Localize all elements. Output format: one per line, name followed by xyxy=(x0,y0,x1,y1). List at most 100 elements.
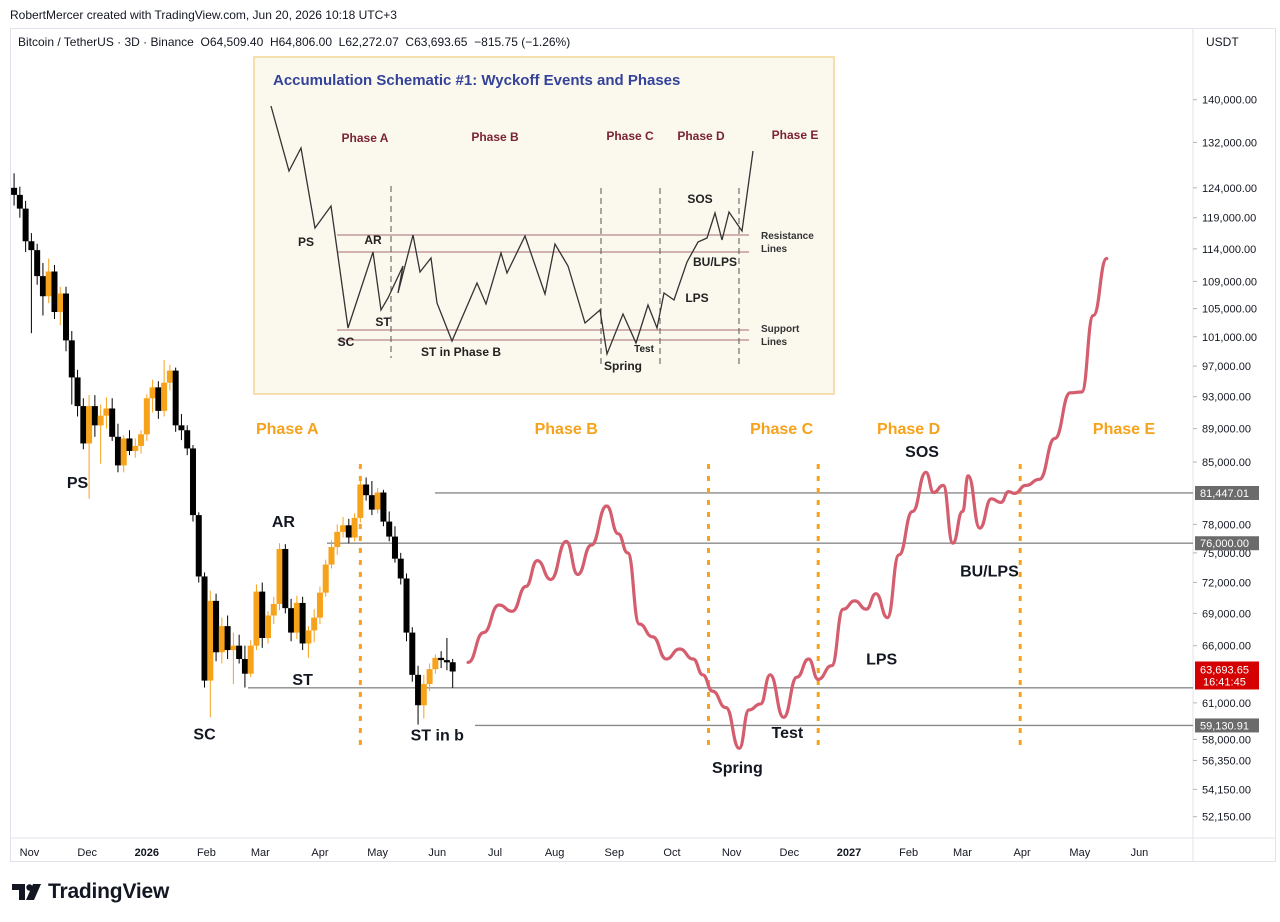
inset-event-label: ST in Phase B xyxy=(421,345,501,359)
inset-event-label: ST xyxy=(375,315,391,329)
candle-body xyxy=(45,271,52,297)
event-label: SOS xyxy=(905,444,939,461)
inset-schematic-svg: Phase A Phase B Phase C Phase D Phase E PS AR… xyxy=(270,105,818,373)
chart-credit: RobertMercer created with TradingView.co… xyxy=(10,8,397,22)
price-tick-label: 66,000.00 xyxy=(1202,641,1251,653)
candle-body xyxy=(368,495,375,510)
candle-body xyxy=(253,591,260,646)
candle-body xyxy=(270,603,277,616)
candle-body xyxy=(357,484,364,518)
candle-body xyxy=(403,578,410,633)
candle-body xyxy=(230,645,237,651)
candle-body xyxy=(224,626,231,651)
candle-body xyxy=(178,425,185,431)
level-badge-label: 76,000.00 xyxy=(1200,538,1249,550)
candle-body xyxy=(91,406,98,426)
inset-phase-label: Phase A xyxy=(342,131,389,145)
inset-resistance-label: Resistance xyxy=(761,231,814,242)
symbol-ohlc-legend: Bitcoin / TetherUS · 3D · Binance O64,50… xyxy=(18,35,571,49)
phase-label: Phase D xyxy=(877,421,940,438)
time-axis-label: Jul xyxy=(488,847,502,859)
price-tick-label: 89,000.00 xyxy=(1202,424,1251,436)
candle-body xyxy=(120,438,127,466)
time-axis-label: Mar xyxy=(953,847,972,859)
candle-body xyxy=(132,445,139,451)
currency-label[interactable]: USDT xyxy=(1206,35,1239,49)
candle-body xyxy=(351,517,358,538)
time-axis-label: 2027 xyxy=(837,847,861,859)
price-tick-label: 54,150.00 xyxy=(1202,784,1251,796)
candle-body xyxy=(276,548,283,604)
time-axis-label: Mar xyxy=(251,847,270,859)
candle-body xyxy=(207,600,214,681)
candle-body xyxy=(374,492,381,510)
time-axis-label: Apr xyxy=(1014,847,1031,859)
price-tick-label: 101,000.00 xyxy=(1202,332,1257,344)
level-badge-label: 59,130.91 xyxy=(1200,720,1249,732)
candle-body xyxy=(322,564,329,593)
candle-body xyxy=(103,408,110,416)
bar-countdown-label: 16:41:45 xyxy=(1203,676,1246,688)
change-value: −815.75 (−1.26%) xyxy=(474,35,571,49)
candle-body xyxy=(34,250,41,277)
candle-body xyxy=(449,662,456,672)
candle-body xyxy=(316,592,323,618)
low-value: 62,272.07 xyxy=(345,35,399,49)
level-badge xyxy=(1195,485,1259,500)
time-axis-label: Nov xyxy=(20,847,40,859)
candle-body xyxy=(57,293,64,313)
candle-body xyxy=(345,525,352,538)
candle-body xyxy=(143,398,150,435)
price-tick-label: 124,000.00 xyxy=(1202,183,1257,195)
candle-body xyxy=(213,600,220,653)
inset-price-path xyxy=(270,105,754,357)
candle-body xyxy=(380,492,387,522)
symbol-name[interactable]: Bitcoin / TetherUS · 3D · Binance xyxy=(18,35,194,49)
time-axis-label: Feb xyxy=(197,847,216,859)
candle-body xyxy=(97,415,104,426)
candle-body xyxy=(80,406,87,444)
phase-label: Phase A xyxy=(256,421,319,438)
candle-body xyxy=(51,271,58,313)
candle-body xyxy=(241,658,248,674)
price-tick-label: 119,000.00 xyxy=(1202,213,1256,225)
event-label: Spring xyxy=(712,760,763,777)
level-badge xyxy=(1195,718,1259,733)
time-axis-label: Dec xyxy=(77,847,97,859)
candle-body xyxy=(311,617,318,631)
candle-body xyxy=(22,208,29,242)
price-tick-label: 105,000.00 xyxy=(1202,304,1257,316)
candle-body xyxy=(247,645,254,674)
time-axis-label: Feb xyxy=(899,847,918,859)
chart-frame[interactable] xyxy=(10,28,1276,862)
price-tick-label: 97,000.00 xyxy=(1202,361,1251,373)
candle-body xyxy=(161,382,168,411)
wyckoff-schematic-inset: Accumulation Schematic #1: Wyckoff Event… xyxy=(253,56,835,395)
price-tick-label: 72,000.00 xyxy=(1202,577,1251,589)
level-badge-label: 81,447.01 xyxy=(1200,488,1249,500)
candle-body xyxy=(63,293,70,341)
candle-body xyxy=(259,591,266,638)
inset-support-label: Lines xyxy=(761,337,788,348)
candle-body xyxy=(334,531,341,548)
candle-body xyxy=(68,340,75,378)
event-label: SC xyxy=(193,726,216,743)
event-label: Test xyxy=(772,725,804,742)
candle-body xyxy=(149,387,156,399)
candle-body xyxy=(299,602,306,644)
time-axis-label: May xyxy=(367,847,388,859)
candle-body xyxy=(201,576,208,681)
candle-body xyxy=(166,370,173,383)
candle-body xyxy=(109,408,116,437)
tradingview-brand[interactable]: TradingView xyxy=(12,880,169,904)
candle-body xyxy=(415,674,422,706)
price-tick-label: 93,000.00 xyxy=(1202,392,1251,404)
price-tick-label: 75,000.00 xyxy=(1202,548,1251,560)
projection-path xyxy=(466,256,1109,750)
level-badge xyxy=(1195,536,1259,551)
candle-body xyxy=(409,632,416,675)
time-axis-label: 2026 xyxy=(135,847,159,859)
event-label: PS xyxy=(67,475,89,492)
inset-event-label: SC xyxy=(338,335,355,349)
